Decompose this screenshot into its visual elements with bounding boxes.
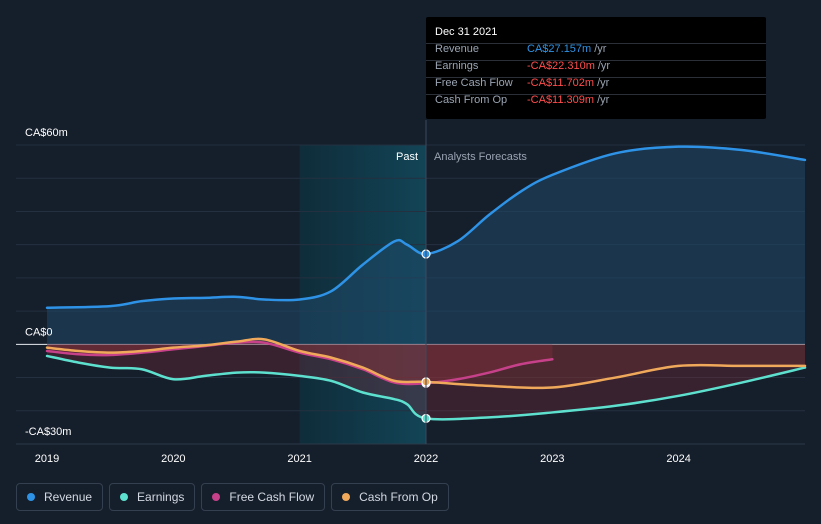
tooltip-row-label: Free Cash Flow bbox=[435, 77, 513, 89]
tooltip-divider bbox=[426, 94, 766, 95]
tooltip-divider bbox=[426, 77, 766, 78]
legend-item-revenue[interactable]: Revenue bbox=[16, 483, 104, 511]
series-lines bbox=[45, 145, 807, 421]
line-free-cash-flow bbox=[45, 340, 554, 386]
tooltip-row-value: -CA$11.702m/yr bbox=[527, 77, 610, 89]
legend-dot-icon bbox=[342, 493, 351, 501]
x-tick-label: 2021 bbox=[287, 453, 311, 465]
tooltip: Dec 31 2021 Revenue CA$27.157m/yr Earnin… bbox=[426, 17, 766, 119]
y-tick-label: CA$0 bbox=[25, 326, 53, 338]
x-tick-label: 2020 bbox=[161, 453, 185, 465]
legend-dot-icon bbox=[212, 493, 221, 501]
forecast-label: Analysts Forecasts bbox=[434, 151, 527, 163]
tooltip-row-value: -CA$11.309m/yr bbox=[527, 94, 610, 106]
legend-label: Earnings bbox=[137, 490, 185, 504]
legend-label: Free Cash Flow bbox=[229, 490, 315, 504]
tooltip-row-fcf: Free Cash Flow -CA$11.702m/yr bbox=[435, 77, 755, 93]
y-tick-label: CA$60m bbox=[25, 127, 68, 139]
legend-item-earnings[interactable]: Earnings bbox=[109, 483, 196, 511]
x-tick-label: 2023 bbox=[540, 453, 564, 465]
tooltip-row-label: Cash From Op bbox=[435, 94, 508, 106]
legend-dot-icon bbox=[120, 493, 129, 501]
x-tick-label: 2022 bbox=[414, 453, 438, 465]
legend-item-free-cash-flow[interactable]: Free Cash Flow bbox=[201, 483, 326, 511]
area-revenue bbox=[47, 146, 805, 345]
legend-item-cash-from-op[interactable]: Cash From Op bbox=[331, 483, 449, 511]
tooltip-divider bbox=[426, 43, 766, 44]
line-cash-from-op bbox=[45, 337, 807, 390]
y-tick-label: -CA$30m bbox=[25, 426, 71, 438]
legend-label: Cash From Op bbox=[359, 490, 438, 504]
x-tick-label: 2019 bbox=[35, 453, 59, 465]
tooltip-date: Dec 31 2021 bbox=[435, 26, 498, 38]
tooltip-row-label: Earnings bbox=[435, 60, 479, 72]
y-axis-labels: CA$60m CA$0 -CA$30m bbox=[25, 127, 71, 438]
legend: Revenue Earnings Free Cash Flow Cash Fro… bbox=[16, 483, 449, 511]
tooltip-row-value: -CA$22.310m/yr bbox=[527, 60, 611, 72]
tooltip-row-earnings: Earnings -CA$22.310m/yr bbox=[435, 60, 755, 76]
x-axis-labels: 2019 2020 2021 2022 2023 2024 bbox=[35, 453, 691, 465]
tooltip-row-label: Revenue bbox=[435, 43, 480, 55]
tooltip-row-revenue: Revenue CA$27.157m/yr bbox=[435, 43, 755, 59]
tooltip-row-cfo: Cash From Op -CA$11.309m/yr bbox=[435, 94, 755, 110]
tooltip-row-value: CA$27.157m/yr bbox=[527, 43, 607, 55]
legend-dot-icon bbox=[27, 493, 35, 501]
tooltip-divider bbox=[426, 60, 766, 61]
x-tick-label: 2024 bbox=[666, 453, 690, 465]
past-label: Past bbox=[396, 151, 418, 163]
line-earnings bbox=[45, 354, 807, 421]
legend-label: Revenue bbox=[44, 490, 93, 504]
line-revenue bbox=[45, 145, 807, 310]
